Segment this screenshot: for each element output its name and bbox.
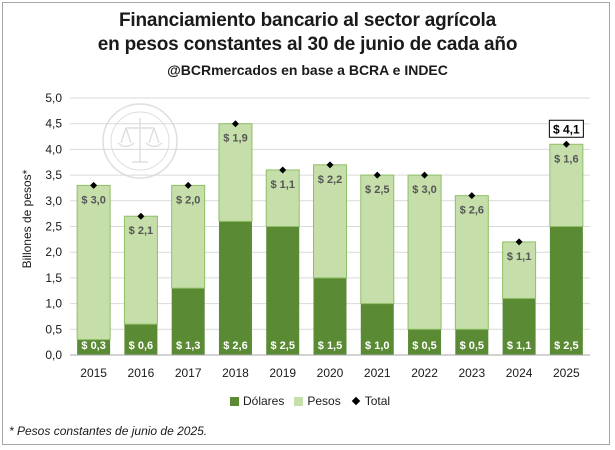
bar-dolares (502, 298, 536, 355)
data-label-dolares: $ 1,0 (365, 340, 389, 352)
chart-subtitle: @BCRmercados en base a BCRA e INDEC (167, 62, 448, 78)
y-tick-label: 2,5 (45, 220, 62, 234)
total-callout-label: $ 4,1 (553, 122, 580, 136)
data-label-pesos: $ 2,2 (318, 174, 342, 186)
y-tick-label: 0,0 (45, 348, 62, 362)
total-marker (184, 181, 192, 189)
bar-dolares (313, 277, 347, 355)
total-callout-box (548, 119, 584, 138)
y-tick-label: 4,5 (45, 117, 62, 131)
data-label-dolares: $ 1,3 (176, 340, 200, 352)
bar-dolares (408, 329, 442, 355)
bar-pesos (549, 143, 584, 227)
legend-marker-total (351, 396, 360, 406)
legend-item-pesos: Pesos (294, 394, 341, 408)
y-tick-label: 1,5 (45, 271, 62, 285)
x-tick-label: 2020 (317, 366, 344, 380)
bar-pesos (218, 123, 253, 222)
y-tick-label: 2,0 (45, 245, 62, 259)
chart-legend: Dólares Pesos Total (230, 394, 394, 408)
x-tick-label: 2018 (222, 366, 249, 380)
x-tick-label: 2016 (128, 366, 155, 380)
x-tick-label: 2019 (269, 366, 296, 380)
y-tick-label: 4,0 (45, 142, 62, 156)
x-tick-label: 2024 (506, 366, 533, 380)
total-marker (231, 120, 239, 128)
x-tick-label: 2025 (553, 366, 580, 380)
x-tick-label: 2015 (80, 366, 107, 380)
data-label-dolares: $ 1,1 (507, 340, 531, 352)
data-label-pesos: $ 2,6 (460, 205, 484, 217)
bar-dolares (124, 324, 158, 355)
data-label-pesos: $ 3,0 (81, 194, 105, 206)
legend-label-dolares: Dólares (243, 394, 285, 408)
bar-pesos (454, 195, 489, 330)
total-marker (279, 166, 287, 174)
x-tick-label: 2022 (411, 366, 438, 380)
data-label-pesos: $ 2,0 (176, 194, 200, 206)
bar-pesos (360, 174, 395, 305)
total-marker (468, 192, 476, 200)
data-label-pesos: $ 1,6 (554, 153, 578, 165)
footnote: * Pesos constantes de junio de 2025. (9, 424, 208, 438)
y-tick-label: 5,0 (45, 91, 62, 105)
bar-pesos (313, 164, 347, 279)
data-label-pesos: $ 1,1 (270, 179, 294, 191)
y-tick-label: 3,5 (45, 168, 62, 182)
bar-dolares (77, 339, 111, 355)
data-label-dolares: $ 2,5 (270, 340, 294, 352)
bcr-logo-watermark (102, 103, 178, 179)
total-marker (137, 212, 145, 220)
bar-pesos (171, 184, 206, 289)
chart-title-line1: Financiamiento bancario al sector agríco… (119, 10, 496, 31)
bar-pesos (76, 184, 111, 341)
chart-title-line2: en pesos constantes al 30 de junio de ca… (97, 34, 518, 55)
legend-swatch-pesos (294, 396, 304, 406)
bar-dolares (360, 303, 394, 355)
legend-swatch-dolares (230, 396, 239, 406)
total-marker (562, 140, 570, 148)
data-label-dolares: $ 2,6 (223, 340, 247, 352)
x-tick-label: 2023 (458, 366, 485, 380)
data-label-dolares: $ 0,6 (129, 340, 153, 352)
data-label-dolares: $ 0,5 (460, 340, 484, 352)
bar-pesos (265, 169, 300, 228)
y-tick-label: 1,0 (45, 297, 62, 311)
data-label-dolares: $ 2,5 (554, 340, 578, 352)
y-tick-label: 0,5 (45, 322, 62, 336)
bar-dolares (218, 221, 252, 355)
bar-dolares (455, 329, 489, 355)
total-marker (373, 171, 381, 179)
data-label-pesos: $ 2,1 (129, 225, 153, 237)
data-label-dolares: $ 1,5 (318, 340, 342, 352)
bar-dolares (266, 226, 300, 355)
bar-dolares (171, 288, 205, 355)
legend-label-total: Total (364, 394, 391, 408)
bar-pesos (123, 215, 158, 325)
total-marker (421, 171, 429, 179)
legend-label-pesos: Pesos (307, 394, 341, 408)
x-tick-label: 2017 (175, 366, 202, 380)
total-marker (326, 161, 334, 169)
total-marker (90, 181, 98, 189)
data-label-pesos: $ 1,9 (223, 133, 247, 145)
data-label-dolares: $ 0,3 (81, 340, 105, 352)
x-tick-label: 2021 (364, 366, 391, 380)
y-tick-label: 3,0 (45, 194, 62, 208)
data-label-pesos: $ 3,0 (412, 184, 436, 196)
total-marker (515, 238, 523, 246)
legend-item-dolares: Dólares (230, 394, 284, 408)
bar-pesos (407, 174, 442, 330)
bar-dolares (549, 226, 583, 355)
data-label-pesos: $ 1,1 (507, 251, 531, 263)
data-label-dolares: $ 0,5 (412, 340, 436, 352)
data-label-pesos: $ 2,5 (365, 184, 389, 196)
legend-item-total: Total (351, 394, 390, 408)
